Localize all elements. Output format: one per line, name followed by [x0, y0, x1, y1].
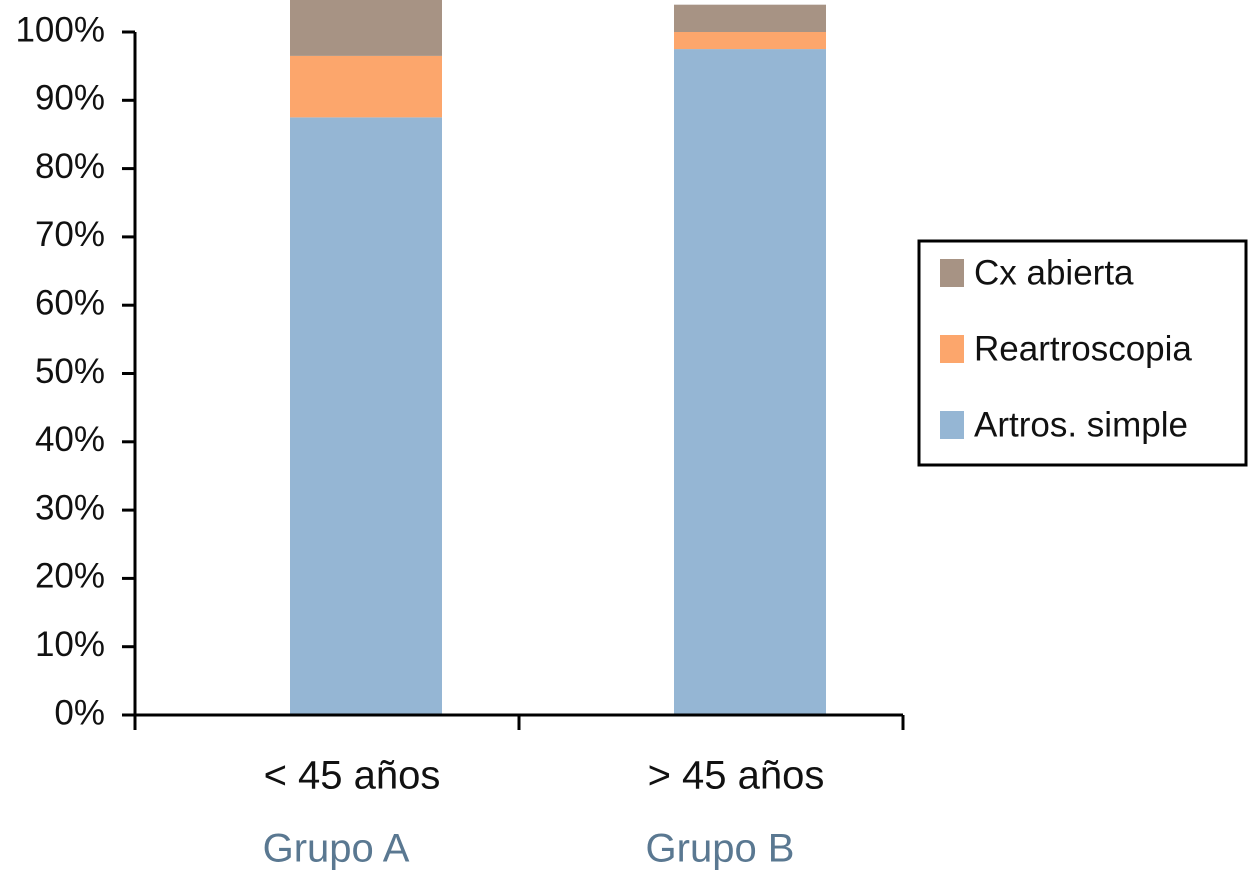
y-tick-label: 80%: [35, 147, 105, 186]
bar-segment: [290, 117, 442, 715]
x-tick-label: < 45 años: [264, 754, 441, 798]
y-tick-label: 0%: [54, 693, 105, 732]
legend-label: Cx abierta: [974, 253, 1134, 292]
legend-label: Artros. simple: [974, 405, 1188, 444]
y-tick-label: 10%: [35, 625, 105, 664]
y-tick-label: 40%: [35, 420, 105, 459]
legend-swatch: [940, 411, 964, 439]
bar-segment: [674, 4, 826, 32]
x-tick-label: > 45 años: [648, 754, 825, 798]
legend-swatch: [940, 259, 964, 287]
legend-label: Reartroscopia: [974, 329, 1192, 368]
bar-segment: [290, 55, 442, 118]
group-label: Grupo B: [646, 827, 795, 871]
y-tick-label: 60%: [35, 283, 105, 322]
group-label: Grupo A: [263, 827, 410, 871]
y-tick-label: 70%: [35, 215, 105, 254]
bar-segment: [674, 32, 826, 50]
legend-box: [917, 239, 1248, 467]
y-tick-label: 50%: [35, 352, 105, 391]
y-tick-label: 90%: [35, 79, 105, 118]
y-tick-label: 100%: [15, 10, 105, 49]
bar-segment: [674, 49, 826, 715]
y-tick-label: 20%: [35, 557, 105, 596]
bar-segment: [290, 0, 442, 56]
y-tick-label: 30%: [35, 488, 105, 527]
legend-swatch: [940, 335, 964, 363]
